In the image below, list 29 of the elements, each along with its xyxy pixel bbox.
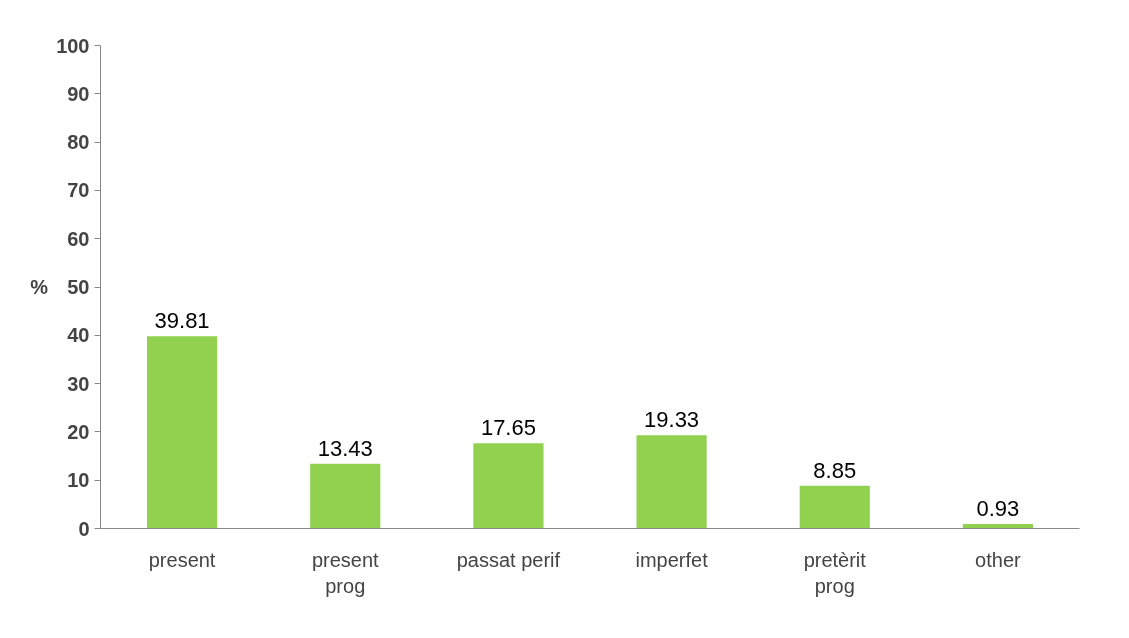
data-label: 17.65 bbox=[480, 415, 536, 441]
bar bbox=[147, 336, 218, 529]
data-label: 13.43 bbox=[317, 435, 373, 461]
y-tick-label: 20 bbox=[67, 420, 90, 443]
x-tick-label: present bbox=[148, 548, 216, 571]
data-label: 39.81 bbox=[154, 308, 210, 334]
y-tick-label: 30 bbox=[67, 372, 90, 395]
data-label: 0.93 bbox=[976, 496, 1020, 522]
bar bbox=[799, 485, 870, 529]
y-tick-label: 50 bbox=[67, 276, 90, 298]
y-tick-label: 10 bbox=[67, 469, 90, 492]
x-tick-label: passat perif bbox=[456, 548, 561, 571]
x-tick-label: other bbox=[975, 548, 1022, 571]
y-tick-label: 80 bbox=[67, 131, 90, 154]
y-tick-label: 100 bbox=[56, 34, 90, 57]
y-tick-label: 40 bbox=[67, 324, 90, 347]
data-label: 8.85 bbox=[813, 457, 857, 483]
x-tick-label: pretèrit prog bbox=[803, 548, 867, 597]
y-axis-title: % bbox=[30, 276, 49, 298]
bar bbox=[310, 463, 381, 529]
x-tick-label: imperfet bbox=[635, 548, 709, 571]
y-tick-label: 60 bbox=[67, 227, 90, 250]
x-tick-label: present prog bbox=[311, 548, 380, 597]
data-label: 19.33 bbox=[644, 407, 700, 433]
y-tick-label: 90 bbox=[67, 82, 90, 105]
bar bbox=[473, 443, 544, 529]
y-tick-label: 70 bbox=[67, 179, 90, 202]
bar bbox=[636, 435, 707, 529]
y-tick-label: 0 bbox=[78, 517, 90, 540]
